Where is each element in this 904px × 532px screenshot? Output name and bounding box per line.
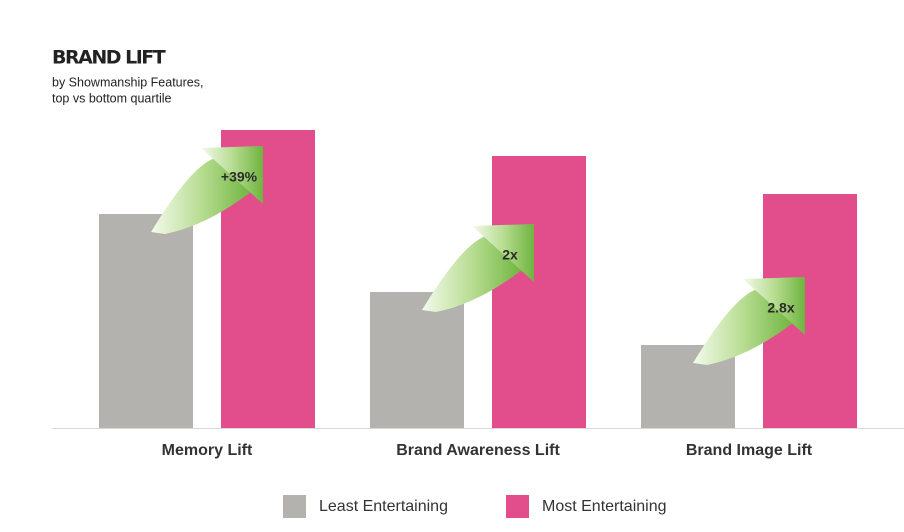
bar (370, 292, 464, 428)
arrow-head (743, 277, 805, 335)
x-tick-label: Memory Lift (162, 442, 253, 459)
subtitle: top vs bottom quartile (52, 91, 172, 105)
annotation: +39% (221, 169, 258, 185)
bar (99, 214, 193, 428)
subtitle: by Showmanship Features, (52, 75, 203, 89)
legend-label: Most Entertaining (542, 498, 667, 515)
arrow (151, 158, 251, 234)
annotation: 2x (502, 247, 518, 263)
legend-label: Least Entertaining (319, 498, 448, 515)
chart-title: BRAND LIFT (52, 47, 166, 69)
x-tick-label: Brand Image Lift (686, 442, 813, 459)
x-tick-label: Brand Awareness Lift (396, 442, 560, 459)
annotation: 2.8x (767, 300, 794, 316)
bar (492, 156, 586, 428)
arrow (693, 289, 793, 365)
legend-swatch (506, 495, 529, 518)
arrow-head (472, 224, 534, 282)
arrow-head (201, 146, 263, 204)
arrow (422, 236, 522, 312)
legend-swatch (283, 495, 306, 518)
